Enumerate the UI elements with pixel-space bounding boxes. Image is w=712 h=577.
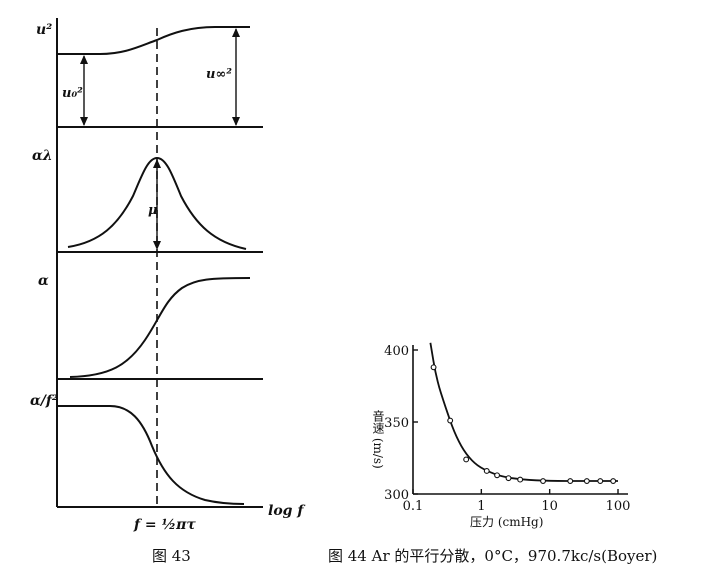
panel1-ylabel: u² [36, 22, 52, 38]
fig43-xlabel: log f [268, 503, 306, 519]
uinf-arrow-head-top [232, 28, 240, 37]
u0-arrow-head-bottom [80, 117, 88, 126]
fig44-data-point [517, 476, 524, 483]
fig44-x-ticks: 0.1 1 10 100 [403, 489, 631, 514]
fig44-x-tick-label: 10 [541, 499, 558, 514]
fig44-fit-curve [429, 342, 618, 482]
fig44-data-point [463, 456, 470, 463]
fig44-data-point [494, 472, 501, 479]
fig44-data-point [597, 478, 604, 484]
panel4-curve [57, 405, 245, 505]
panel3-curve [69, 277, 251, 378]
fig44-caption: 图 44 Ar 的平行分散，0°C，970.7kc/s(Boyer) [328, 547, 658, 565]
uinf-arrow-head-bottom [232, 117, 240, 126]
fig44-data-point [583, 478, 590, 484]
fig44-x-tick-label: 0.1 [403, 499, 424, 514]
panel2-ylabel: αλ [32, 148, 53, 164]
fig44-data-point [505, 475, 512, 482]
panel4-ylabel: α/f² [30, 393, 58, 409]
mu-arrow-head-bottom [153, 241, 161, 250]
fig44-y-tick-label: 300 [384, 488, 409, 503]
fig44-x-tick-label: 100 [606, 499, 631, 514]
fig44-data-point [430, 364, 437, 371]
panel1-curve [57, 26, 250, 55]
fig44-xlabel: 压力 (cmHg) [470, 515, 543, 529]
panel3-ylabel: α [38, 273, 49, 289]
fig44-x-tick-label: 1 [477, 499, 485, 514]
fig44-data-point [610, 478, 617, 484]
fig44-points [430, 364, 617, 484]
fig44-ylabel: 音速 (m/s) [371, 409, 385, 469]
uinf-label: u∞² [206, 67, 232, 82]
fig43-labels: u² αλ α α/f² u₀² u∞² μ log f f = ½πτ [30, 22, 306, 533]
marker-label: f = ½πτ [133, 517, 196, 533]
fig43-caption: 图 43 [152, 547, 191, 565]
u0-arrow-head-top [80, 55, 88, 64]
u0-label: u₀² [62, 86, 83, 101]
mu-label: μ [148, 203, 158, 218]
fig44-data-point [483, 468, 490, 474]
figure-43 [56, 18, 263, 508]
fig44-y-tick-label: 400 [384, 344, 409, 359]
fig44-data-point [567, 478, 574, 484]
fig44-data-point [540, 478, 546, 484]
fig44-data-point [447, 417, 454, 424]
panel2-curve [67, 156, 247, 250]
figure-44: 300 350 400 0.1 1 10 100 音速 (m/s) 压力 (cmHg) [371, 342, 631, 529]
mu-arrow-head-top [153, 159, 161, 168]
fig44-y-tick-label: 350 [384, 416, 409, 431]
fig44-y-ticks: 300 350 400 [384, 344, 418, 503]
